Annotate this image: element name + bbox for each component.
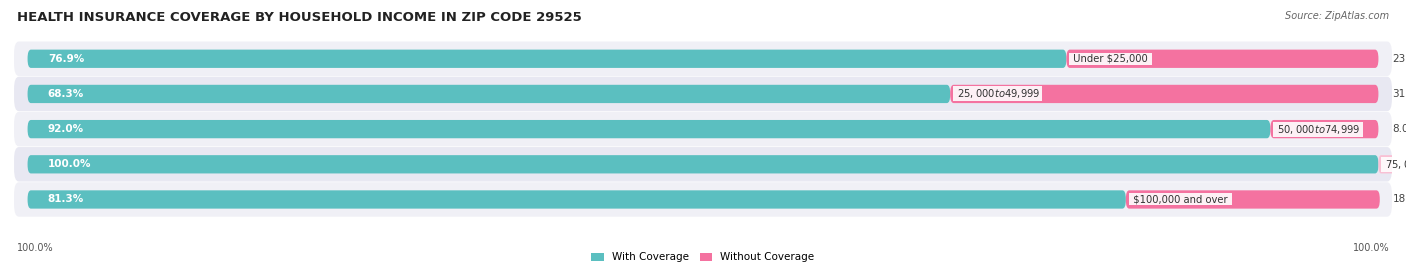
Text: 31.7%: 31.7% [1392, 89, 1406, 99]
Text: $100,000 and over: $100,000 and over [1130, 194, 1230, 204]
FancyBboxPatch shape [14, 147, 1392, 182]
FancyBboxPatch shape [28, 85, 950, 103]
Text: 100.0%: 100.0% [1353, 243, 1389, 253]
Text: $25,000 to $49,999: $25,000 to $49,999 [955, 87, 1042, 100]
FancyBboxPatch shape [28, 155, 1378, 174]
FancyBboxPatch shape [14, 182, 1392, 217]
Text: 100.0%: 100.0% [48, 159, 91, 169]
FancyBboxPatch shape [1378, 155, 1406, 174]
Text: 68.3%: 68.3% [48, 89, 84, 99]
Text: 92.0%: 92.0% [48, 124, 84, 134]
Text: 81.3%: 81.3% [48, 194, 84, 204]
FancyBboxPatch shape [28, 120, 1271, 138]
FancyBboxPatch shape [14, 112, 1392, 146]
Text: Source: ZipAtlas.com: Source: ZipAtlas.com [1285, 11, 1389, 21]
Text: $75,000 to $99,999: $75,000 to $99,999 [1382, 158, 1406, 171]
Text: 18.8%: 18.8% [1393, 194, 1406, 204]
FancyBboxPatch shape [1271, 120, 1378, 138]
FancyBboxPatch shape [14, 41, 1392, 76]
Text: 8.0%: 8.0% [1392, 124, 1406, 134]
Text: $50,000 to $74,999: $50,000 to $74,999 [1274, 123, 1361, 136]
FancyBboxPatch shape [950, 85, 1378, 103]
FancyBboxPatch shape [28, 49, 1066, 68]
Legend: With Coverage, Without Coverage: With Coverage, Without Coverage [588, 248, 818, 267]
Text: 23.1%: 23.1% [1392, 54, 1406, 64]
Text: 76.9%: 76.9% [48, 54, 84, 64]
FancyBboxPatch shape [1126, 190, 1379, 209]
FancyBboxPatch shape [14, 77, 1392, 111]
Text: Under $25,000: Under $25,000 [1070, 54, 1152, 64]
FancyBboxPatch shape [1066, 49, 1378, 68]
Text: 100.0%: 100.0% [17, 243, 53, 253]
Text: HEALTH INSURANCE COVERAGE BY HOUSEHOLD INCOME IN ZIP CODE 29525: HEALTH INSURANCE COVERAGE BY HOUSEHOLD I… [17, 11, 582, 24]
FancyBboxPatch shape [28, 190, 1126, 209]
